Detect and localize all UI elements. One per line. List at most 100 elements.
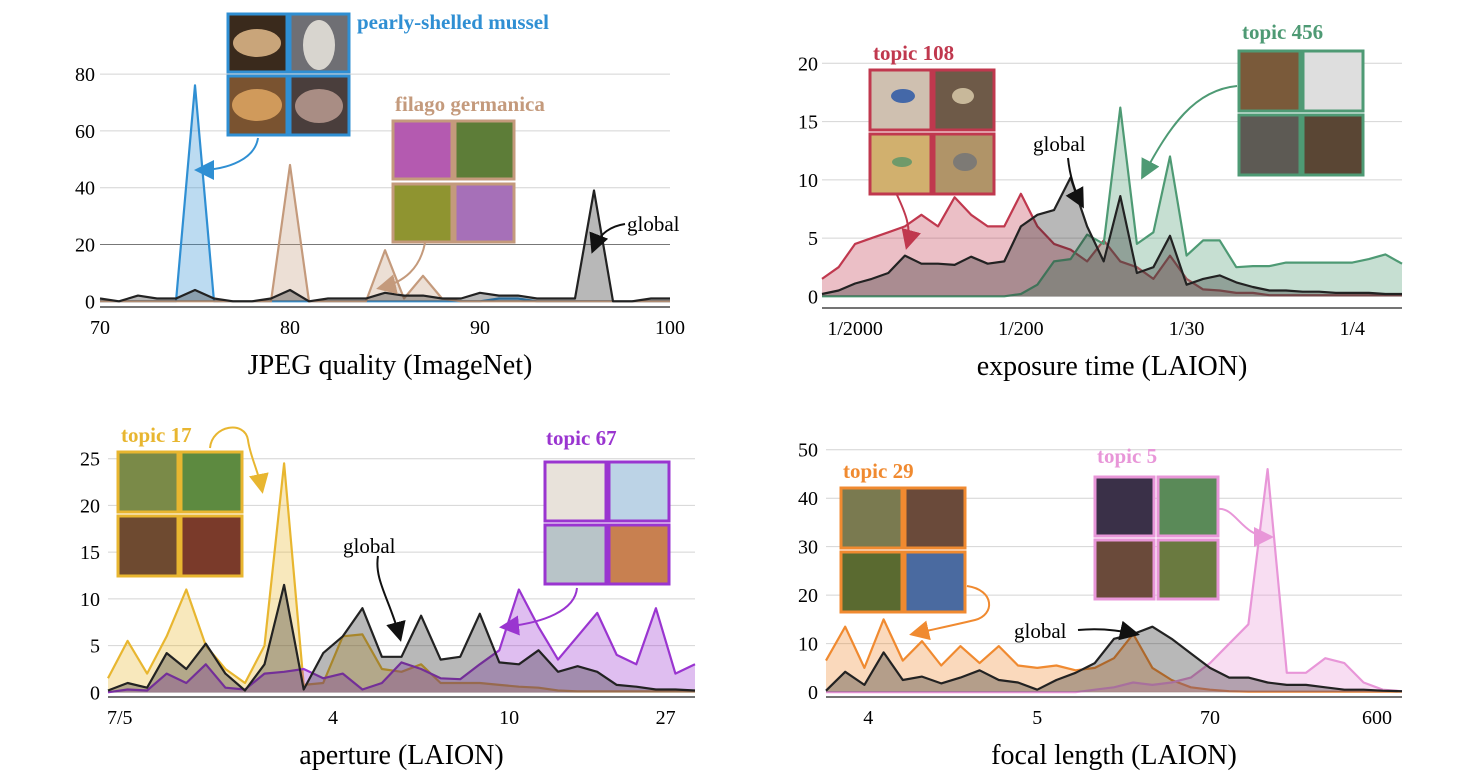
series-area xyxy=(822,193,1402,297)
annotation-labels: pearly-shelled mussel filago germanica g… xyxy=(121,10,1323,643)
mussel-arrow xyxy=(194,137,259,180)
topic-17-arrow xyxy=(209,426,269,494)
thumbnail-image xyxy=(453,119,516,181)
thumbnail-image xyxy=(607,523,671,586)
series-area xyxy=(100,165,670,302)
thumbnail-image xyxy=(1156,475,1220,538)
thumbnail-image xyxy=(116,514,180,578)
y-tick-label: 20 xyxy=(75,235,95,257)
x-tick-label: 70 xyxy=(1200,707,1220,729)
chart-panel-1: 0 20 40 60 80 70 80 90 100 JPEG quality (ImageNet… xyxy=(75,64,685,381)
thumbnail-image xyxy=(391,119,454,181)
label-global: global xyxy=(343,534,396,558)
series-topic-5 xyxy=(826,468,1403,694)
label-topic-67: topic 67 xyxy=(546,426,617,450)
thumbnail-image xyxy=(1093,538,1156,601)
y-tick-label: 0 xyxy=(90,682,100,704)
series-line xyxy=(821,192,1402,297)
thumbnail-image xyxy=(932,132,996,196)
topic-17-thumbnails xyxy=(116,450,244,578)
x-tick-label: 1/4 xyxy=(1340,318,1366,340)
label-topic-17: topic 17 xyxy=(121,423,192,447)
label-topic-456: topic 456 xyxy=(1242,20,1323,44)
series-global xyxy=(107,583,696,693)
series-line xyxy=(107,588,696,694)
series-filago-germanica xyxy=(100,163,670,303)
y-tick-label: 20 xyxy=(798,53,818,75)
label-topic-108: topic 108 xyxy=(873,41,954,65)
series-line xyxy=(107,583,696,692)
thumbnail-image xyxy=(1301,49,1365,113)
thumbnail-image xyxy=(868,132,933,196)
y-tick-label: 40 xyxy=(75,178,95,200)
thumbnail-image xyxy=(1301,113,1365,177)
label-filago-germanica: filago germanica xyxy=(395,92,545,116)
series-line xyxy=(825,618,1402,693)
y-tick-label: 40 xyxy=(798,488,818,510)
x-tick-label: 1/200 xyxy=(998,318,1044,340)
filago-thumbnails xyxy=(391,119,516,244)
x-tick-label: 7/5 xyxy=(107,707,133,729)
x-tick-label: 10 xyxy=(499,707,519,729)
thumbnail-image xyxy=(179,450,244,514)
thumbnail-image xyxy=(839,486,904,550)
thumbnail-image xyxy=(391,182,454,244)
y-tick-label: 30 xyxy=(798,537,818,559)
series-topic-67 xyxy=(107,588,696,694)
series-line xyxy=(826,468,1403,694)
series-line xyxy=(100,163,670,303)
series-topic-108 xyxy=(821,192,1402,297)
topic-29-arrow xyxy=(909,585,991,641)
thumbnail-image xyxy=(607,460,671,523)
chart-panel-3: 0 5 10 15 20 25 7/5 4 10 27 aperture (LAION) xyxy=(80,449,696,771)
label-global: global xyxy=(1033,132,1086,156)
series-area xyxy=(822,107,1402,297)
thumbnail-image xyxy=(543,523,608,586)
x-tick-label: 600 xyxy=(1362,707,1392,729)
series-line xyxy=(825,625,1403,693)
chart-panel-4: 0 10 20 30 40 50 4 5 70 600 focal length (LAION) xyxy=(798,440,1403,771)
x-tick-label: 5 xyxy=(1032,707,1042,729)
topic-67-thumbnails xyxy=(543,460,671,586)
y-tick-label: 50 xyxy=(798,440,818,462)
label-global: global xyxy=(1014,619,1067,643)
thumbnails xyxy=(116,12,1365,614)
series-area xyxy=(822,177,1402,297)
x-axis-label: JPEG quality (ImageNet) xyxy=(248,350,533,381)
series-line xyxy=(821,176,1402,296)
x-axis-label: exposure time (LAION) xyxy=(977,351,1248,382)
x-tick-label: 1/2000 xyxy=(827,318,883,340)
topic-5-thumbnails xyxy=(1093,475,1220,601)
series-global xyxy=(821,176,1402,297)
y-tick-label: 10 xyxy=(798,170,818,192)
thumbnail-image xyxy=(1237,49,1302,113)
y-tick-label: 0 xyxy=(808,286,818,308)
thumbnail-image xyxy=(903,486,967,550)
thumbnail-image xyxy=(1156,538,1220,601)
x-tick-label: 100 xyxy=(655,317,685,339)
thumbnail-image xyxy=(1093,475,1156,538)
y-tick-label: 25 xyxy=(80,449,100,471)
y-tick-label: 15 xyxy=(798,112,818,134)
global-arrow-2 xyxy=(1065,157,1084,209)
global-arrow-4 xyxy=(1077,620,1140,641)
y-tick-label: 15 xyxy=(80,542,100,564)
y-tick-label: 5 xyxy=(808,228,818,250)
thumbnail-image xyxy=(116,450,180,514)
topic-456-arrow xyxy=(1141,85,1238,180)
x-axis-label: focal length (LAION) xyxy=(991,740,1237,771)
series-line xyxy=(822,106,1403,298)
y-tick-label: 10 xyxy=(80,589,100,611)
topic-29-thumbnails xyxy=(839,486,967,614)
topic-108-thumbnails xyxy=(868,68,996,196)
y-tick-label: 60 xyxy=(75,121,95,143)
label-global: global xyxy=(627,212,680,236)
thumbnail-image xyxy=(453,182,516,244)
series-global xyxy=(825,625,1403,693)
thumbnail-image xyxy=(1237,113,1302,177)
series-topic-456 xyxy=(822,106,1403,298)
x-tick-label: 70 xyxy=(90,317,110,339)
filago-arrow xyxy=(376,242,426,294)
x-tick-label: 4 xyxy=(863,707,873,729)
y-tick-label: 0 xyxy=(808,682,818,704)
